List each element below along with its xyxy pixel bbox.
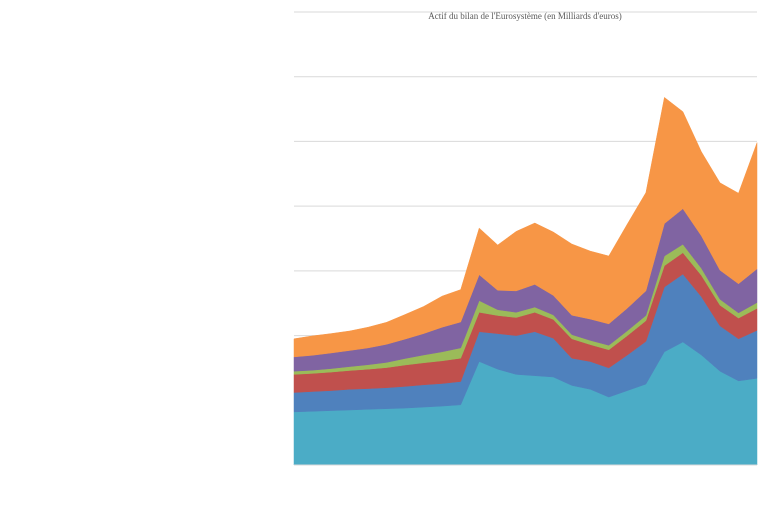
chart-title: Actif du bilan de l'Eurosystème (en Mill… xyxy=(428,11,621,21)
area-series-layer xyxy=(293,96,758,466)
area-series-6 xyxy=(293,96,758,358)
